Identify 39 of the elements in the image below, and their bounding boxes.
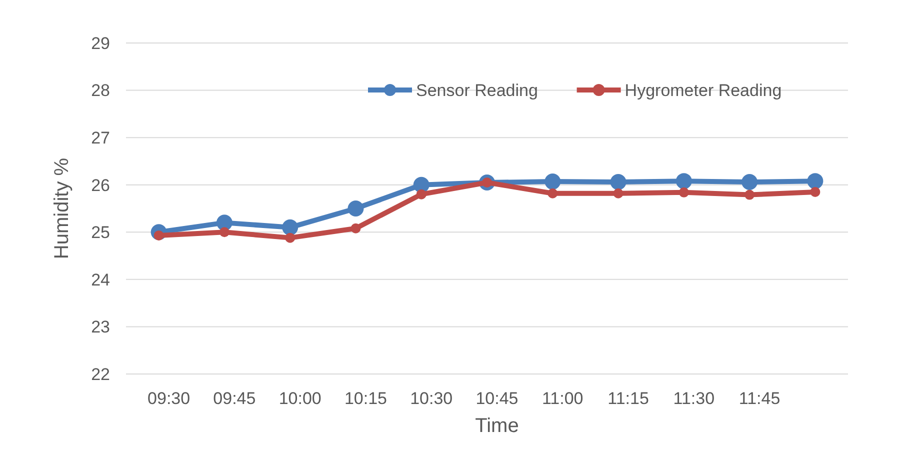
y-tick-label: 25 <box>91 223 110 242</box>
y-tick-label: 23 <box>91 318 110 337</box>
x-tick-label: 10:45 <box>476 389 518 408</box>
point <box>350 223 361 234</box>
y-tick-label: 28 <box>91 81 110 100</box>
point <box>282 219 298 236</box>
point <box>548 188 558 198</box>
legend-label: Hygrometer Reading <box>624 80 782 100</box>
point <box>810 186 820 197</box>
x-tick-label: 11:45 <box>738 389 780 408</box>
x-tick-label: 11:15 <box>608 389 649 408</box>
x-tick-label: 10:15 <box>344 389 387 408</box>
x-tick-label: 10:30 <box>410 389 453 408</box>
x-tick-label: 11:00 <box>542 389 584 408</box>
point <box>216 214 232 231</box>
point <box>676 173 692 190</box>
x-axis-title: Time <box>475 415 519 437</box>
y-tick-label: 22 <box>91 364 110 384</box>
point <box>219 227 230 238</box>
point <box>744 190 755 200</box>
x-tick-label: 09:30 <box>148 389 190 408</box>
point <box>613 188 624 198</box>
y-tick-label: 27 <box>91 128 110 148</box>
legend-label: Sensor Reading <box>416 80 538 100</box>
point <box>678 187 689 198</box>
point <box>742 174 758 190</box>
y-tick-label: 29 <box>91 34 110 53</box>
point <box>416 189 426 200</box>
point <box>544 174 561 190</box>
point <box>348 200 364 216</box>
y-axis-title: Humidity % <box>51 158 73 260</box>
x-tick-label: 09:45 <box>213 389 256 408</box>
point <box>285 232 296 243</box>
point <box>610 174 626 190</box>
point <box>807 173 824 190</box>
y-tick-label: 26 <box>91 176 110 195</box>
y-tick-label: 24 <box>91 270 110 290</box>
x-tick-label: 11:30 <box>673 389 715 408</box>
x-tick-label: 10:00 <box>278 389 322 408</box>
